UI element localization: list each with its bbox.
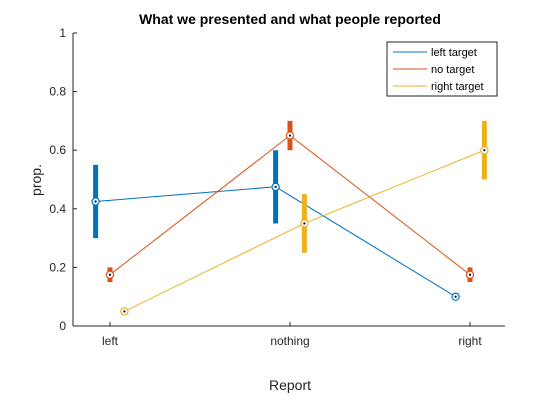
data-point-center (274, 185, 277, 188)
series-no-target (105, 120, 475, 283)
y-tick-label: 0.6 (49, 143, 66, 157)
x-tick-label: right (458, 334, 482, 348)
data-point-center (303, 222, 306, 225)
y-tick-label: 1 (59, 26, 66, 40)
chart-title: What we presented and what people report… (139, 11, 441, 27)
data-point-center (288, 134, 292, 137)
data-point-center (468, 273, 472, 276)
series-layer (91, 120, 489, 316)
legend-label: no target (431, 64, 474, 76)
data-point-center (123, 310, 126, 313)
legend-label: left target (431, 47, 477, 59)
x-tick-label: left (102, 334, 119, 348)
data-point-center (108, 273, 112, 276)
data-point-center (483, 149, 486, 152)
series-left-target (91, 150, 460, 301)
x-axis-label: Report (269, 377, 311, 393)
x-tick-label: nothing (270, 334, 309, 348)
data-point-center (454, 295, 457, 298)
y-tick-label: 0.4 (49, 202, 66, 216)
y-axis-label: prop. (28, 164, 44, 196)
legend-label: right target (431, 81, 484, 93)
y-tick-label: 0.8 (49, 85, 66, 99)
y-tick-label: 0.2 (49, 260, 66, 274)
series-right-target (120, 120, 489, 316)
legend: left target no target right target (386, 41, 498, 97)
y-tick-label: 0 (59, 319, 66, 333)
data-point-center (94, 200, 97, 203)
